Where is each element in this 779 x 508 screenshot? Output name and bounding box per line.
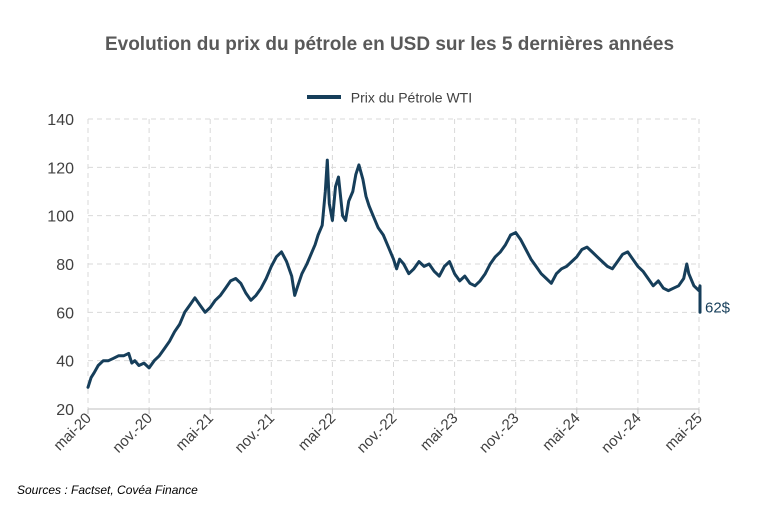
y-tick-label: 60 [56,305,74,322]
y-tick-label: 40 [56,354,74,371]
y-tick-label: 100 [47,209,74,226]
series-layer [86,158,702,389]
x-tick-label: mai-21 [173,410,217,454]
chart-title: Evolution du prix du pétrole en USD sur … [104,34,675,55]
y-tick-label: 20 [56,402,74,419]
legend-swatch [306,95,341,100]
x-tick-label: mai-25 [661,410,705,454]
y-tick-label: 80 [56,257,74,274]
x-tick-label: mai-22 [295,410,339,454]
x-tick-label: mai-23 [417,410,461,454]
end-value-label: 62$ [705,300,731,317]
legend: Prix du Pétrole WTI [0,88,779,105]
gridlines [87,118,700,409]
x-tick-label: nov.-23 [476,410,523,457]
y-tick-label: 140 [47,112,74,129]
x-tick-label: nov.-22 [354,410,401,457]
series-line-wti [86,158,702,389]
axes [87,408,700,414]
source-note: Sources : Factset, Covéa Finance [17,483,198,497]
x-tick-label: mai-24 [539,410,583,454]
x-tick-label: nov.-21 [232,410,279,457]
x-tick-label: nov.-20 [109,410,156,457]
x-tick-label: nov.-24 [598,410,645,457]
y-tick-label: 120 [47,160,74,177]
legend-label: Prix du Pétrole WTI [350,89,473,106]
